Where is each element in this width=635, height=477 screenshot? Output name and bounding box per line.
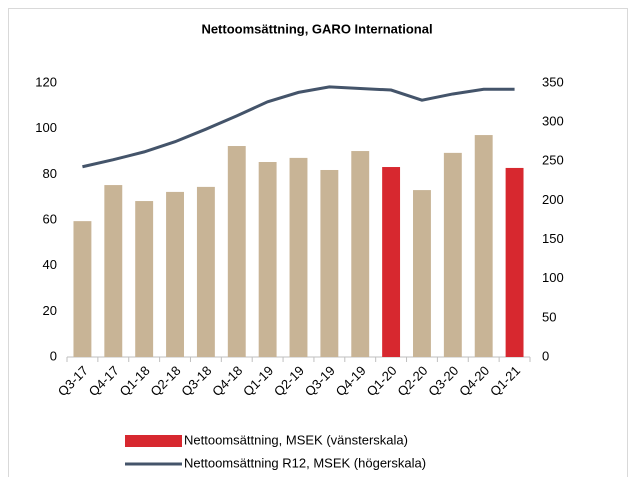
bar bbox=[382, 167, 401, 357]
bar bbox=[166, 191, 184, 357]
legend-swatch bbox=[125, 435, 182, 447]
bar bbox=[351, 151, 370, 357]
y2-tick-label: 50 bbox=[542, 309, 556, 324]
chart-frame bbox=[8, 8, 628, 477]
y-tick-label: 100 bbox=[35, 120, 57, 135]
y2-tick-label: 150 bbox=[542, 231, 564, 246]
y-tick-label: 40 bbox=[43, 257, 57, 272]
y-tick-label: 0 bbox=[50, 348, 57, 363]
bar bbox=[289, 157, 308, 357]
bar bbox=[505, 167, 524, 357]
legend-label: Nettoomsättning R12, MSEK (högerskala) bbox=[184, 455, 426, 470]
y2-tick-label: 200 bbox=[542, 192, 564, 207]
bar bbox=[135, 201, 154, 357]
bar bbox=[320, 169, 339, 357]
y-tick-label: 120 bbox=[35, 74, 57, 89]
chart-title: Nettoomsättning, GARO International bbox=[201, 21, 432, 36]
bar bbox=[73, 221, 92, 357]
bar bbox=[227, 146, 246, 357]
bar bbox=[104, 185, 123, 357]
bar bbox=[474, 135, 493, 357]
bar bbox=[258, 162, 277, 357]
bar bbox=[196, 186, 215, 357]
y2-tick-label: 300 bbox=[542, 114, 564, 129]
y-tick-label: 60 bbox=[43, 211, 57, 226]
bar bbox=[413, 190, 431, 357]
y-tick-label: 80 bbox=[43, 166, 57, 181]
legend-label: Nettoomsättning, MSEK (vänsterskala) bbox=[184, 432, 408, 447]
bar bbox=[443, 152, 462, 357]
line bbox=[82, 85, 515, 169]
y2-tick-label: 0 bbox=[542, 348, 549, 363]
y2-tick-label: 250 bbox=[542, 153, 564, 168]
y-tick-label: 20 bbox=[43, 303, 57, 318]
y2-tick-label: 350 bbox=[542, 74, 564, 89]
y2-tick-label: 100 bbox=[542, 270, 564, 285]
